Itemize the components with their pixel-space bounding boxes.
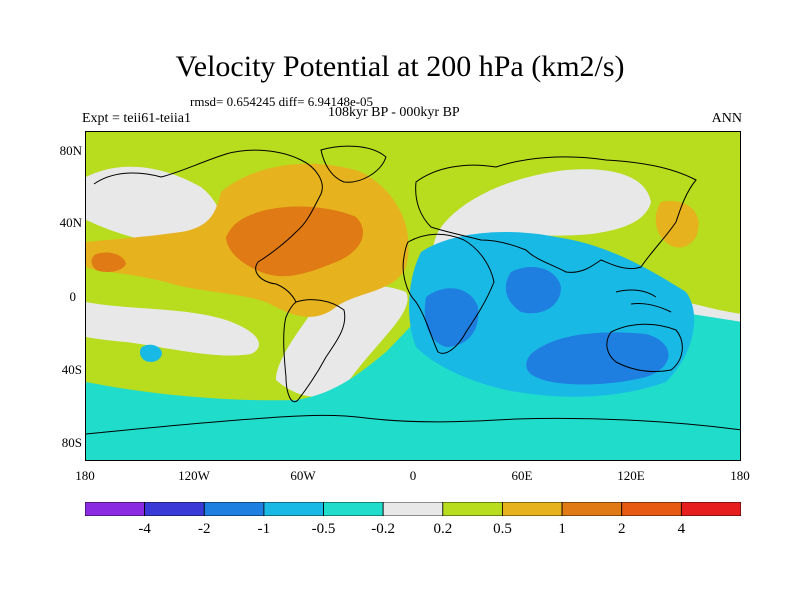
experiment-label: Expt = teii61-teiia1 (82, 111, 191, 126)
coast-antarctica (86, 414, 740, 435)
coast-south-america (283, 299, 346, 403)
colorbar-segment (85, 502, 146, 516)
lat-tick-80s: 80S (61, 435, 82, 450)
colorbar-segment (502, 502, 563, 516)
coast-greenland (320, 145, 387, 183)
field-lt1-arabian (505, 267, 561, 314)
lon-tick-120e: 120E (617, 468, 645, 483)
field-lt05-spacific-small (139, 344, 162, 362)
colorbar-segment (382, 502, 444, 516)
field-gt1-caribbean (226, 206, 364, 277)
field-gt1-wpacific-small (91, 252, 126, 272)
lon-tick-60e: 60E (511, 468, 533, 483)
colorbar-segment (263, 502, 324, 516)
colorbar-label: 1 (558, 521, 566, 537)
coast-north-america (93, 149, 323, 303)
coast-australia (606, 323, 683, 373)
field-lt1-africa (424, 288, 479, 347)
field-gt05-wpacific (655, 201, 699, 248)
map-title: Velocity Potential at 200 hPa (km2/s) (175, 50, 625, 83)
field-near0-eurasia (432, 169, 651, 277)
colorbar-label: -4 (138, 521, 151, 537)
colorbar-segment (621, 502, 682, 516)
colorbar-segment (561, 502, 623, 516)
colorbar-label: 4 (677, 521, 686, 537)
colorbar-label: -2 (198, 521, 211, 537)
lat-tick-80n: 80N (59, 143, 82, 158)
field-lt1-australia (526, 332, 669, 385)
field-near0-npacific (86, 166, 221, 247)
colorbar-segment (323, 502, 384, 516)
field-near0-satlantic (276, 285, 408, 397)
colorbar-label: -0.5 (311, 521, 336, 537)
coast-eurasia (415, 156, 697, 273)
coastlines (86, 145, 740, 435)
period-label: 108kyr BP - 000kyr BP (328, 105, 460, 120)
velocity-potential-map (86, 132, 740, 460)
lon-tick-180w: 180 (75, 468, 95, 483)
colorbar-label: 2 (617, 521, 626, 537)
colorbar-segment (203, 502, 265, 516)
coast-indonesia (615, 289, 672, 313)
colorbar-label: 0.5 (493, 521, 512, 537)
colorbar-label: -1 (257, 521, 271, 537)
lat-tick-40n: 40N (59, 215, 82, 230)
lon-tick-180e: 180 (730, 468, 750, 483)
colorbar-label: 0.2 (433, 521, 453, 537)
lon-tick-120w: 120W (178, 468, 210, 483)
colorbar-segment (442, 502, 503, 516)
field-near0-spacific (86, 302, 259, 356)
map-panel (85, 131, 741, 461)
lat-tick-0: 0 (69, 289, 77, 304)
lon-tick-0: 0 (409, 468, 417, 483)
colorbar-segment (144, 502, 205, 516)
coast-africa (402, 233, 495, 354)
lat-tick-40s: 40S (61, 362, 82, 377)
colorbar-label: -0.2 (371, 521, 396, 537)
stats-label: rmsd= 0.654245 diff= 6.94148e-05 (190, 94, 374, 109)
lon-tick-60w: 60W (290, 468, 316, 483)
colorbar-segment (680, 502, 741, 516)
colorbar (85, 502, 741, 516)
season-label: ANN (711, 111, 742, 126)
